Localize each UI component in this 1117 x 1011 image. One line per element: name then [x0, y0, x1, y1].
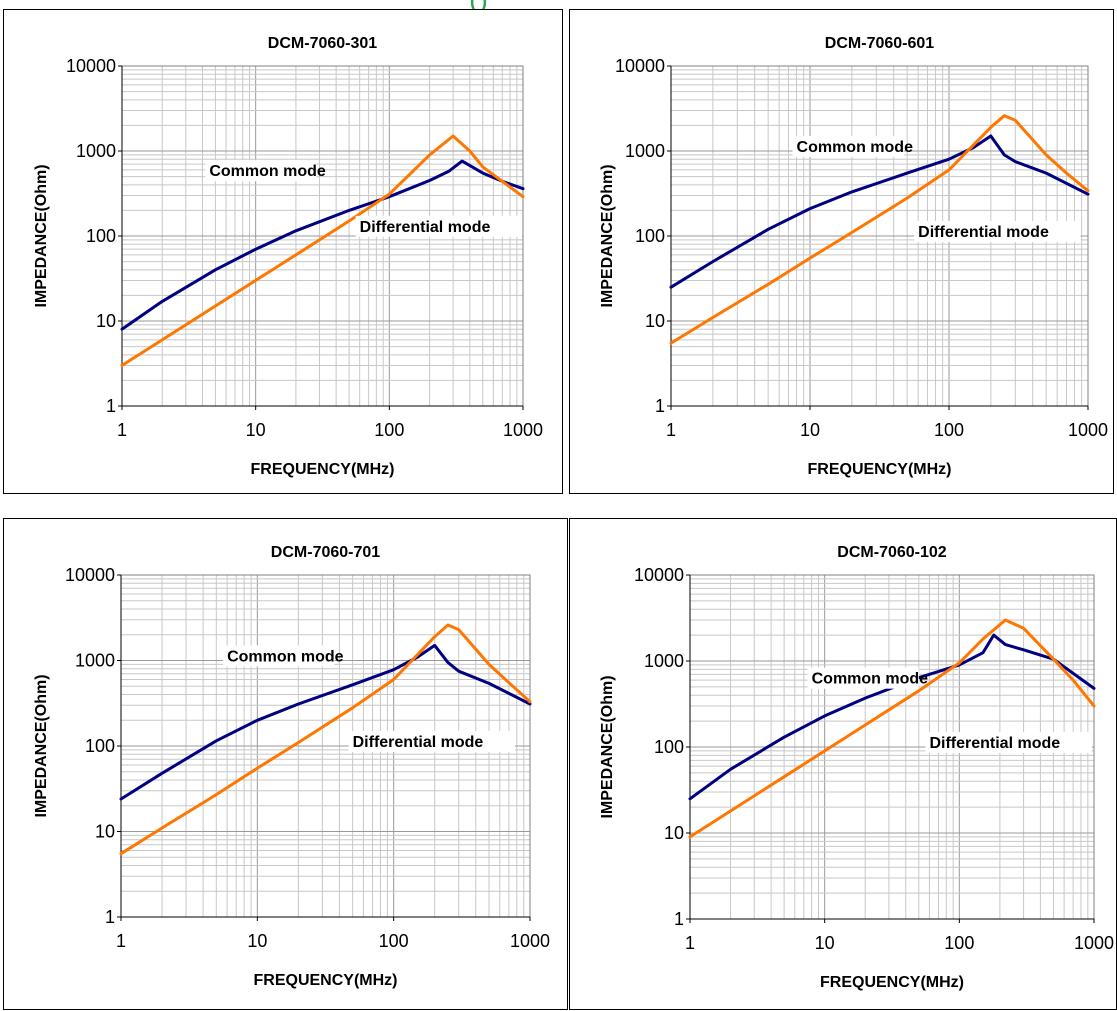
x-tick-label: 10 — [800, 420, 820, 440]
x-tick-label: 1000 — [1068, 420, 1108, 440]
annotation-common-mode: Common mode — [797, 139, 914, 156]
y-tick-label: 100 — [86, 226, 116, 246]
series-line-differential-mode — [120, 134, 525, 367]
y-tick-label: 10000 — [66, 56, 116, 76]
y-tick-label: 10 — [95, 822, 115, 842]
x-tick-label: 1 — [685, 933, 695, 953]
annotation-background — [914, 221, 1081, 242]
series-line-common-mode — [688, 633, 1096, 801]
chart-panel-dcm-7060-701: 1 10 100 1000 1 10 100 1000 10000 DCM-7060-701 FRE… — [3, 518, 568, 1010]
annotation-background — [792, 136, 904, 157]
x-tick-label: 100 — [934, 420, 964, 440]
y-tick-label: 10 — [96, 311, 116, 331]
y-axis-title: IMPEDANCE(Ohm) — [33, 674, 50, 817]
annotation-common-mode: Common mode — [227, 649, 344, 666]
y-tick-label: 100 — [85, 736, 115, 756]
annotation-background — [807, 667, 919, 689]
x-tick-label: 1 — [117, 420, 127, 440]
x-tick-label: 100 — [379, 931, 409, 951]
chart-title: DCM-7060-601 — [825, 35, 934, 52]
series-line-differential-mode — [119, 623, 532, 856]
annotation-common-mode: Common mode — [209, 163, 326, 180]
y-axis-title: IMPEDANCE(Ohm) — [33, 164, 50, 307]
y-tick-label: 1 — [655, 396, 665, 416]
x-tick-label: 100 — [944, 933, 974, 953]
y-tick-label: 10 — [645, 311, 665, 331]
y-tick-label: 10000 — [634, 565, 684, 585]
x-tick-label: 1 — [116, 931, 126, 951]
chart-panel-dcm-7060-601: 1 10 100 1000 1 10 100 1000 10000 DCM-7060-601 FRE… — [569, 9, 1114, 494]
top-caption-fragment: ( ) — [470, 0, 487, 11]
x-tick-label: 1000 — [503, 420, 543, 440]
chart-title: DCM-7060-301 — [268, 35, 377, 52]
series-line-differential-mode — [669, 114, 1090, 345]
y-tick-label: 1000 — [644, 651, 684, 671]
chart-svg: 1 10 100 1000 1 10 100 1000 10000 DCM-7060-301 FRE… — [33, 35, 543, 478]
annotation-differential-mode: Differential mode — [353, 734, 484, 751]
y-tick-label: 1000 — [75, 651, 115, 671]
chart-title: DCM-7060-701 — [271, 544, 380, 561]
y-tick-label: 1000 — [625, 141, 665, 161]
annotation-background — [223, 645, 335, 667]
chart-panel-dcm-7060-102: 1 10 100 1000 1 10 100 1000 10000 DCM-7060-102 FRE… — [569, 518, 1117, 1010]
chart-svg: 1 10 100 1000 1 10 100 1000 10000 DCM-7060-102 FRE… — [599, 544, 1114, 991]
annotation-differential-mode: Differential mode — [360, 219, 491, 236]
y-tick-label: 10000 — [615, 56, 665, 76]
y-tick-label: 1 — [106, 396, 116, 416]
x-tick-label: 1 — [666, 420, 676, 440]
annotation-common-mode: Common mode — [812, 671, 929, 688]
annotation-background — [205, 160, 317, 182]
x-axis-title: FREQUENCY(MHz) — [251, 461, 395, 478]
annotation-differential-mode: Differential mode — [918, 224, 1049, 241]
y-tick-label: 1 — [674, 909, 684, 929]
x-axis-title: FREQUENCY(MHz) — [254, 972, 398, 989]
annotation-background — [348, 731, 516, 752]
y-tick-label: 10 — [664, 823, 684, 843]
chart-svg: 1 10 100 1000 1 10 100 1000 10000 DCM-7060-601 FRE… — [599, 35, 1108, 478]
annotation-background — [925, 732, 1092, 753]
x-axis-title: FREQUENCY(MHz) — [808, 461, 952, 478]
y-tick-label: 100 — [635, 226, 665, 246]
x-axis-title: FREQUENCY(MHz) — [820, 974, 964, 991]
x-tick-label: 10 — [246, 420, 266, 440]
grid — [670, 66, 1088, 407]
chart-panel-dcm-7060-301: 1 10 100 1000 1 10 100 1000 10000 DCM-7060-301 FRE… — [3, 9, 563, 494]
series-line-common-mode — [669, 134, 1090, 289]
x-tick-label: 100 — [374, 420, 404, 440]
x-tick-label: 10 — [247, 931, 267, 951]
y-tick-label: 10000 — [65, 565, 115, 585]
series-line-common-mode — [119, 643, 532, 801]
y-axis-title: IMPEDANCE(Ohm) — [599, 675, 616, 818]
series-line-differential-mode — [688, 618, 1096, 839]
x-tick-label: 1000 — [510, 931, 550, 951]
y-axis-title: IMPEDANCE(Ohm) — [599, 164, 616, 307]
series-line-common-mode — [120, 159, 525, 331]
annotation-background — [355, 215, 523, 237]
x-tick-label: 1000 — [1074, 933, 1114, 953]
annotation-differential-mode: Differential mode — [929, 735, 1060, 752]
chart-title: DCM-7060-102 — [837, 544, 946, 561]
y-tick-label: 100 — [654, 737, 684, 757]
y-tick-label: 1 — [105, 907, 115, 927]
chart-svg: 1 10 100 1000 1 10 100 1000 10000 DCM-7060-701 FRE… — [33, 544, 550, 989]
y-tick-label: 1000 — [76, 141, 116, 161]
x-tick-label: 10 — [815, 933, 835, 953]
